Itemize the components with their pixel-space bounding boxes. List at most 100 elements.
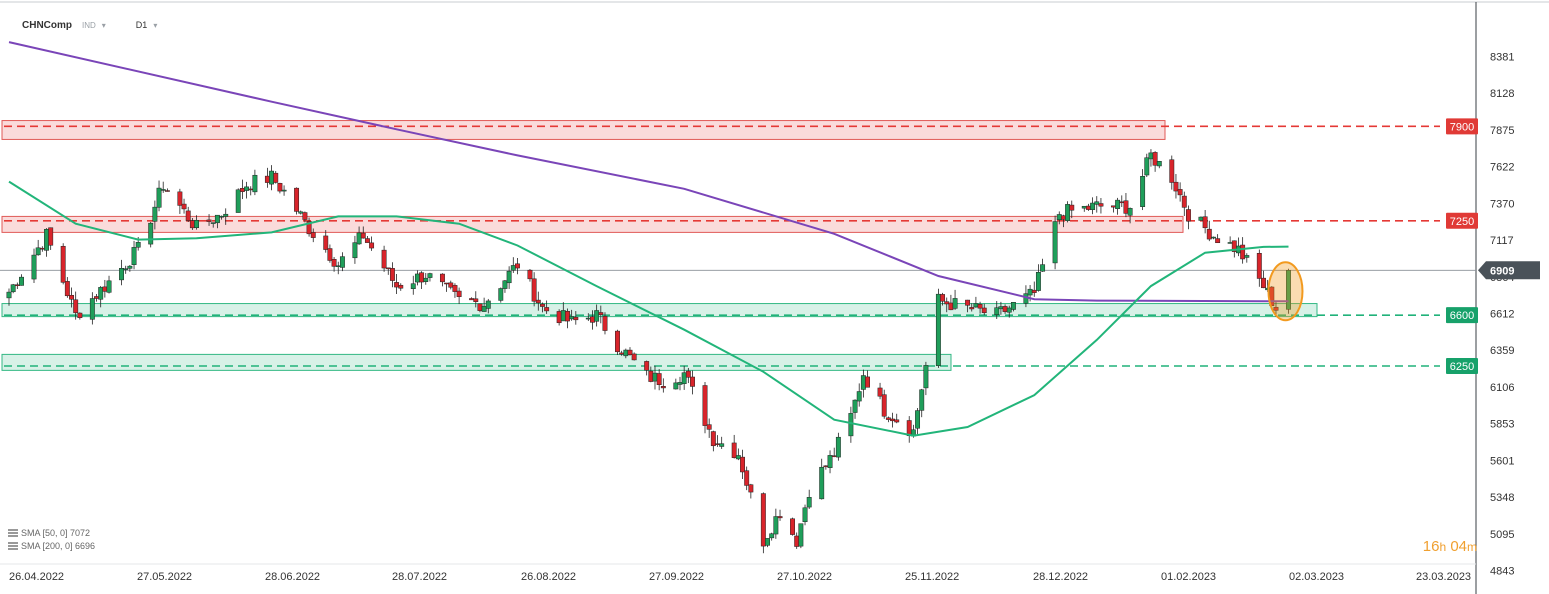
candle-down[interactable]: [656, 373, 662, 385]
sma200-line[interactable]: [8, 41, 1289, 303]
candle-down[interactable]: [965, 299, 971, 306]
resistance-zone-7900[interactable]: [1, 120, 1166, 140]
candle-up[interactable]: [765, 538, 770, 546]
candle-up[interactable]: [652, 372, 658, 382]
candle-up[interactable]: [856, 391, 862, 402]
candle-down[interactable]: [323, 235, 329, 250]
candle-up[interactable]: [210, 222, 216, 224]
candle-down[interactable]: [790, 518, 795, 535]
candle-down[interactable]: [448, 282, 454, 288]
candle-down[interactable]: [715, 443, 720, 445]
candle-down[interactable]: [469, 298, 475, 301]
candle-up[interactable]: [1040, 264, 1046, 272]
candle-up[interactable]: [1156, 161, 1162, 167]
candle-down[interactable]: [527, 269, 533, 280]
candle-up[interactable]: [98, 287, 104, 300]
symbol-name[interactable]: CHNComp: [22, 19, 72, 31]
candle-down[interactable]: [1119, 201, 1125, 204]
timeframe-selector[interactable]: D1: [135, 20, 148, 30]
candle-up[interactable]: [1115, 199, 1121, 209]
candle-up[interactable]: [798, 523, 804, 547]
candle-up[interactable]: [6, 291, 12, 299]
candle-down[interactable]: [940, 294, 946, 302]
candle-up[interactable]: [681, 372, 687, 384]
candle-up[interactable]: [502, 280, 508, 289]
candle-up[interactable]: [19, 276, 24, 286]
candle-down[interactable]: [1261, 277, 1266, 289]
candle-up[interactable]: [1035, 271, 1041, 291]
candle-down[interactable]: [439, 273, 445, 283]
candle-up[interactable]: [44, 228, 49, 251]
candle-up[interactable]: [773, 516, 779, 535]
candle-down[interactable]: [273, 172, 279, 183]
candle-up[interactable]: [1198, 216, 1204, 221]
candle-up[interactable]: [1148, 152, 1154, 160]
candle-down[interactable]: [327, 248, 333, 261]
candle-down[interactable]: [239, 188, 245, 192]
candle-up[interactable]: [194, 220, 199, 229]
candle-down[interactable]: [981, 307, 987, 313]
candle-down[interactable]: [331, 259, 337, 267]
candle-down[interactable]: [1123, 200, 1129, 214]
candle-up[interactable]: [935, 293, 941, 366]
candle-down[interactable]: [731, 442, 737, 458]
candle-up[interactable]: [673, 382, 679, 390]
candle-up[interactable]: [89, 298, 95, 320]
candle-down[interactable]: [535, 299, 541, 304]
candle-down[interactable]: [1085, 205, 1091, 210]
candle-down[interactable]: [14, 284, 20, 286]
candle-down[interactable]: [865, 376, 870, 388]
candle-down[interactable]: [944, 301, 950, 305]
last-candle-highlight[interactable]: [1267, 261, 1304, 322]
candle-down[interactable]: [710, 431, 716, 447]
candle-down[interactable]: [381, 249, 387, 269]
resistance-zone-7250[interactable]: [1, 215, 1184, 233]
candle-down[interactable]: [181, 203, 187, 210]
candle-up[interactable]: [923, 365, 929, 389]
candle-down[interactable]: [39, 247, 45, 250]
candle-up[interactable]: [677, 382, 683, 385]
candle-down[interactable]: [748, 484, 754, 493]
candle-up[interactable]: [827, 455, 833, 468]
candle-up[interactable]: [510, 265, 516, 271]
candle-down[interactable]: [1169, 159, 1175, 183]
candle-down[interactable]: [77, 312, 83, 319]
candle-up[interactable]: [498, 288, 504, 301]
candle-down[interactable]: [444, 282, 450, 285]
candle-down[interactable]: [1181, 195, 1187, 208]
candle-up[interactable]: [152, 206, 158, 222]
candle-up[interactable]: [1286, 270, 1291, 310]
candle-down[interactable]: [660, 386, 666, 389]
candle-up[interactable]: [806, 497, 812, 508]
candle-down[interactable]: [1215, 238, 1221, 244]
level-tag-6600[interactable]: [1446, 307, 1478, 324]
candle-down[interactable]: [60, 245, 66, 283]
candle-down[interactable]: [1031, 289, 1037, 293]
candle-down[interactable]: [531, 278, 537, 302]
candle-down[interactable]: [1173, 181, 1179, 192]
candle-up[interactable]: [973, 303, 979, 308]
sma200-legend[interactable]: SMA [200, 0] 6696: [8, 541, 95, 551]
candle-up[interactable]: [219, 215, 225, 218]
candle-up[interactable]: [735, 455, 741, 460]
candle-down[interactable]: [602, 316, 608, 331]
candle-up[interactable]: [719, 443, 725, 447]
candle-down[interactable]: [627, 349, 633, 356]
candle-down[interactable]: [1177, 189, 1183, 196]
candle-down[interactable]: [794, 535, 800, 547]
candle-down[interactable]: [831, 455, 837, 457]
candle-up[interactable]: [569, 316, 575, 320]
candle-up[interactable]: [214, 214, 220, 224]
candle-down[interactable]: [1098, 203, 1104, 207]
candle-down[interactable]: [177, 191, 183, 206]
candle-up[interactable]: [31, 254, 37, 280]
candle-down[interactable]: [690, 376, 695, 387]
candle-up[interactable]: [281, 189, 287, 192]
candle-down[interactable]: [94, 296, 99, 299]
candle-up[interactable]: [1211, 236, 1216, 239]
candle-up[interactable]: [1052, 221, 1058, 264]
candle-up[interactable]: [269, 170, 275, 185]
candle-down[interactable]: [969, 307, 975, 310]
candle-down[interactable]: [1206, 228, 1212, 240]
candle-down[interactable]: [760, 493, 766, 547]
